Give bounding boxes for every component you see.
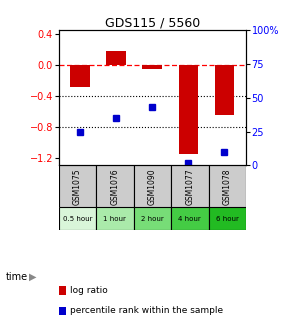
Bar — [209, 165, 246, 207]
Bar — [209, 207, 246, 230]
Text: time: time — [6, 272, 28, 282]
Title: GDS115 / 5560: GDS115 / 5560 — [105, 16, 200, 29]
Text: 1 hour: 1 hour — [103, 216, 126, 221]
Bar — [59, 207, 96, 230]
Bar — [134, 207, 171, 230]
Text: 4 hour: 4 hour — [178, 216, 201, 221]
Bar — [96, 165, 134, 207]
Text: 0.5 hour: 0.5 hour — [63, 216, 92, 221]
Bar — [142, 65, 162, 69]
Text: GSM1075: GSM1075 — [73, 168, 82, 205]
Bar — [178, 65, 198, 154]
Text: percentile rank within the sample: percentile rank within the sample — [70, 306, 224, 315]
Text: GSM1076: GSM1076 — [110, 168, 119, 205]
Text: ▶: ▶ — [29, 272, 37, 282]
Text: GSM1078: GSM1078 — [223, 168, 232, 205]
Bar — [171, 165, 209, 207]
Text: GSM1090: GSM1090 — [148, 168, 157, 205]
Bar — [134, 165, 171, 207]
Bar — [106, 51, 126, 65]
Text: 6 hour: 6 hour — [216, 216, 239, 221]
Bar — [96, 207, 134, 230]
Bar — [214, 65, 234, 115]
Text: GSM1077: GSM1077 — [185, 168, 194, 205]
Text: 2 hour: 2 hour — [141, 216, 164, 221]
Bar — [171, 207, 209, 230]
Bar — [70, 65, 90, 87]
Bar — [59, 165, 96, 207]
Text: log ratio: log ratio — [70, 286, 108, 295]
